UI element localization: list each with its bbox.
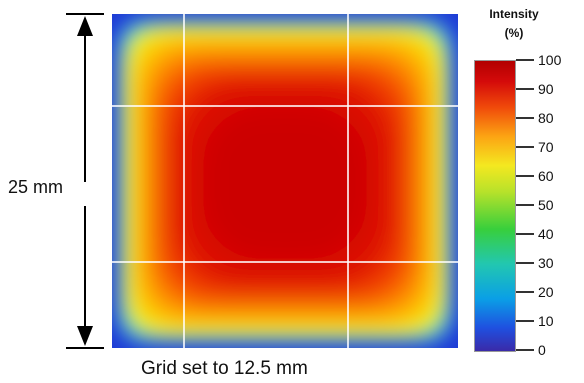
arrow-up-head [77,16,93,36]
dimension-label: 25 mm [8,175,64,199]
heatmap-svg [112,14,458,348]
colorbar-tick-label: 90 [538,81,554,97]
colorbar-tick-label: 50 [538,197,554,213]
colorbar-tick [516,262,534,264]
colorbar-tick-label: 0 [538,342,546,358]
dimension-arrow [60,10,112,354]
colorbar-tick [516,291,534,293]
colorbar-tick-label: 30 [538,255,554,271]
grid-caption: Grid set to 12.5 mm [141,358,308,379]
colorbar-title-line2: (%) [504,26,524,40]
colorbar-tick [516,88,534,90]
intensity-heatmap [112,14,458,348]
colorbar-tick [516,204,534,206]
colorbar [474,60,516,352]
colorbar-tick-label: 10 [538,313,554,329]
colorbar-tick-label: 40 [538,226,554,242]
colorbar-tick-label: 80 [538,110,554,126]
colorbar-tick-label: 100 [538,52,562,68]
colorbar-tick [516,175,534,177]
colorbar-tick-label: 20 [538,284,554,300]
colorbar-tick [516,117,534,119]
colorbar-tick [516,146,534,148]
colorbar-tick-label: 70 [538,139,554,155]
colorbar-tick [516,233,534,235]
colorbar-gradient [475,61,515,351]
colorbar-tick [516,59,534,61]
colorbar-ticks: 0 10 20 30 40 50 60 70 80 90 100 [516,53,584,360]
grid-lines [112,14,458,348]
colorbar-tick [516,320,534,322]
colorbar-title-line1: Intensity [489,7,539,21]
colorbar-tick [516,349,534,351]
arrow-down-head [77,326,93,346]
colorbar-tick-label: 60 [538,168,554,184]
